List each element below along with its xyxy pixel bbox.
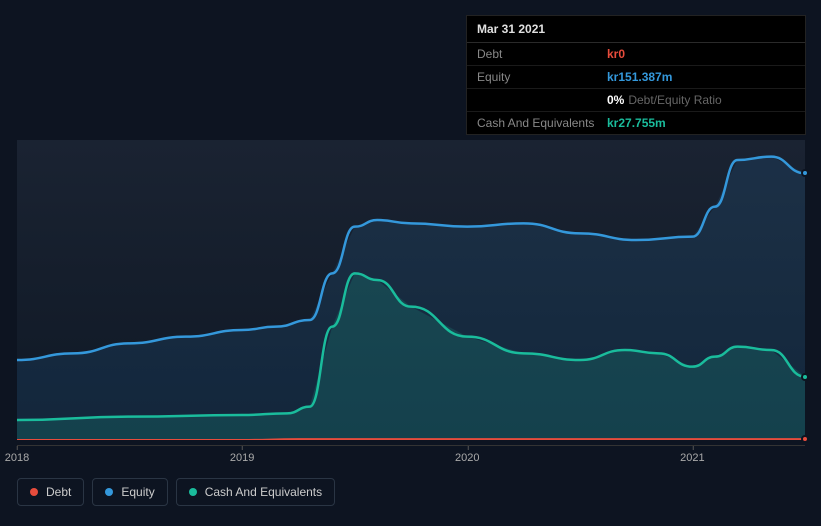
tooltip-row: 0%Debt/Equity Ratio xyxy=(467,89,805,112)
chart-svg xyxy=(17,140,805,440)
x-tick: 2019 xyxy=(230,446,254,464)
tooltip-date: Mar 31 2021 xyxy=(467,16,805,43)
tooltip-row-value: 0%Debt/Equity Ratio xyxy=(607,93,722,107)
end-marker-equity xyxy=(801,169,809,177)
tooltip-row-value: kr0 xyxy=(607,47,625,61)
tooltip-row-value: kr27.755m xyxy=(607,116,666,130)
legend-label: Cash And Equivalents xyxy=(205,485,322,499)
tooltip-row: Equitykr151.387m xyxy=(467,66,805,89)
tooltip-row-label xyxy=(477,93,607,107)
legend: Debt Equity Cash And Equivalents xyxy=(17,478,335,506)
x-tick: 2020 xyxy=(455,446,479,464)
tooltip-row-label: Debt xyxy=(477,47,607,61)
legend-label: Debt xyxy=(46,485,71,499)
tooltip-row-suffix: Debt/Equity Ratio xyxy=(628,93,721,107)
legend-item-equity[interactable]: Equity xyxy=(92,478,167,506)
tooltip-row: Cash And Equivalentskr27.755m xyxy=(467,112,805,134)
end-marker-cash-and-equivalents xyxy=(801,373,809,381)
tooltip-rows: Debtkr0Equitykr151.387m0%Debt/Equity Rat… xyxy=(467,43,805,134)
end-marker-debt xyxy=(801,435,809,443)
legend-dot-icon xyxy=(189,488,197,496)
line-debt xyxy=(17,439,805,440)
legend-item-debt[interactable]: Debt xyxy=(17,478,84,506)
tooltip-row-label: Cash And Equivalents xyxy=(477,116,607,130)
legend-label: Equity xyxy=(121,485,154,499)
legend-dot-icon xyxy=(30,488,38,496)
tooltip-row: Debtkr0 xyxy=(467,43,805,66)
x-tick: 2021 xyxy=(680,446,704,464)
x-axis: 2018201920202021 xyxy=(17,445,805,465)
tooltip-row-label: Equity xyxy=(477,70,607,84)
chart-plot-area[interactable] xyxy=(17,140,805,440)
hover-tooltip: Mar 31 2021 Debtkr0Equitykr151.387m0%Deb… xyxy=(466,15,806,135)
tooltip-row-value: kr151.387m xyxy=(607,70,672,84)
legend-item-cash-and-equivalents[interactable]: Cash And Equivalents xyxy=(176,478,335,506)
x-tick: 2018 xyxy=(5,446,29,464)
legend-dot-icon xyxy=(105,488,113,496)
